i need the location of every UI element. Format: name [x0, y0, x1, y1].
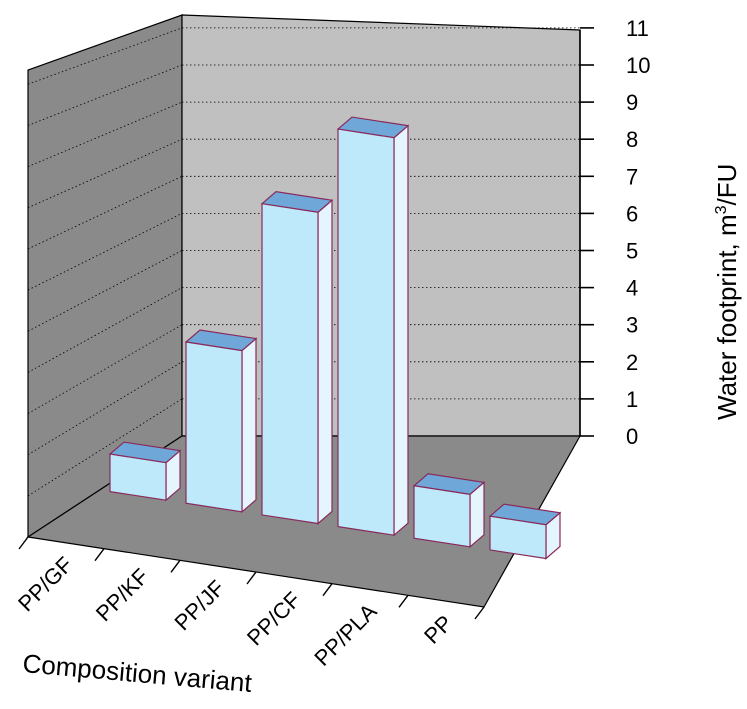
y-axis-title: Water footprint, m3/FU	[712, 164, 742, 420]
bar-pp-jf	[260, 191, 334, 525]
y-tick-label: 7	[626, 164, 638, 189]
x-category-label: PP	[419, 610, 457, 648]
bar-front	[185, 341, 243, 513]
bar-side	[241, 337, 257, 514]
bar-front	[413, 485, 471, 548]
x-tick-mark	[94, 548, 105, 562]
y-axis-ticks: 0 1 2 3 4 5 6 7 8 9 10 11	[579, 16, 650, 449]
gridline-left	[27, 287, 183, 373]
x-tick-mark	[170, 559, 181, 573]
bar-pp	[488, 503, 562, 560]
y-tick-label: 6	[626, 201, 638, 226]
y-tick-label: 3	[626, 313, 638, 338]
y-tick-label: 2	[626, 350, 638, 375]
x-category-label: PP/CF	[242, 587, 305, 650]
x-axis-title: Composition variant	[21, 648, 253, 698]
x-tick-mark	[18, 536, 29, 550]
x-tick-mark	[246, 571, 257, 585]
y-tick-label: 10	[626, 53, 650, 78]
bar-front	[337, 128, 395, 536]
bar-pp-pla	[412, 473, 486, 549]
gridline-left	[27, 250, 183, 332]
gridlines	[27, 27, 580, 497]
y-tick-label: 4	[626, 276, 638, 301]
bar-pp-gf	[108, 441, 182, 502]
gridline-left	[27, 213, 183, 291]
bar-side	[393, 124, 409, 537]
bar-side	[317, 198, 333, 525]
bar-front	[109, 453, 167, 501]
y-tick-label: 0	[626, 424, 638, 449]
x-category-label: PP/JF	[169, 575, 229, 635]
x-tick-mark	[474, 606, 485, 620]
bar-front	[261, 202, 319, 525]
y-tick-label: 5	[626, 239, 638, 264]
bar-pp-kf	[184, 329, 258, 514]
y-tick-label: 8	[626, 127, 638, 152]
y-tick-label: 11	[626, 16, 649, 41]
gridline-left	[27, 324, 183, 414]
bars	[108, 116, 562, 560]
bar-pp-cf	[336, 116, 410, 537]
x-category-label: PP/PLA	[309, 598, 381, 670]
gridline-left	[27, 138, 183, 209]
y-tick-label: 1	[626, 387, 638, 412]
x-tick-mark	[322, 583, 333, 597]
gridline-left	[27, 27, 183, 85]
bar-front	[489, 515, 547, 560]
y-tick-label: 9	[626, 90, 638, 115]
x-category-label: PP/KF	[91, 564, 154, 627]
x-tick-mark	[398, 594, 409, 608]
x-category-label: PP/GF	[13, 552, 77, 616]
gridline-left	[27, 175, 183, 250]
